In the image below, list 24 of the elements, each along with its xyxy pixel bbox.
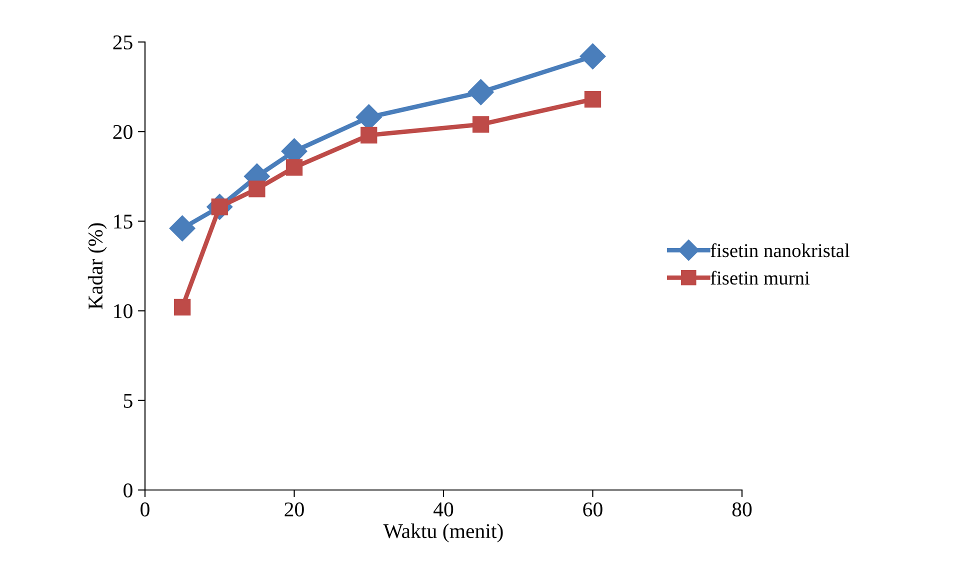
point — [169, 215, 196, 242]
x-tick-label: 0 — [140, 502, 150, 516]
y-tick-label: 5 — [124, 394, 132, 408]
y-axis-title: Kadar (%) — [88, 223, 107, 310]
point — [360, 126, 378, 144]
y-tick-label: 15 — [114, 214, 132, 229]
point — [584, 91, 602, 108]
x-tick-label: 60 — [583, 502, 602, 516]
point — [580, 43, 606, 70]
point — [472, 116, 490, 133]
legend-label: fisetin murni — [710, 270, 810, 285]
y-tick-label: 25 — [113, 35, 132, 50]
point — [248, 180, 266, 198]
legend-label: fisetin nanokristal — [710, 243, 850, 258]
x-axis-title: Waktu (menit) — [383, 523, 503, 542]
x-tick-label: 40 — [433, 502, 454, 516]
y-tick-label: 20 — [113, 124, 132, 140]
y-tick-label: 10 — [114, 304, 132, 318]
point — [468, 79, 494, 106]
y-tick-label: 0 — [124, 483, 132, 498]
x-tick-label: 20 — [284, 502, 304, 516]
x-tick-label: 80 — [732, 502, 752, 516]
point — [286, 159, 303, 176]
point — [174, 298, 191, 316]
